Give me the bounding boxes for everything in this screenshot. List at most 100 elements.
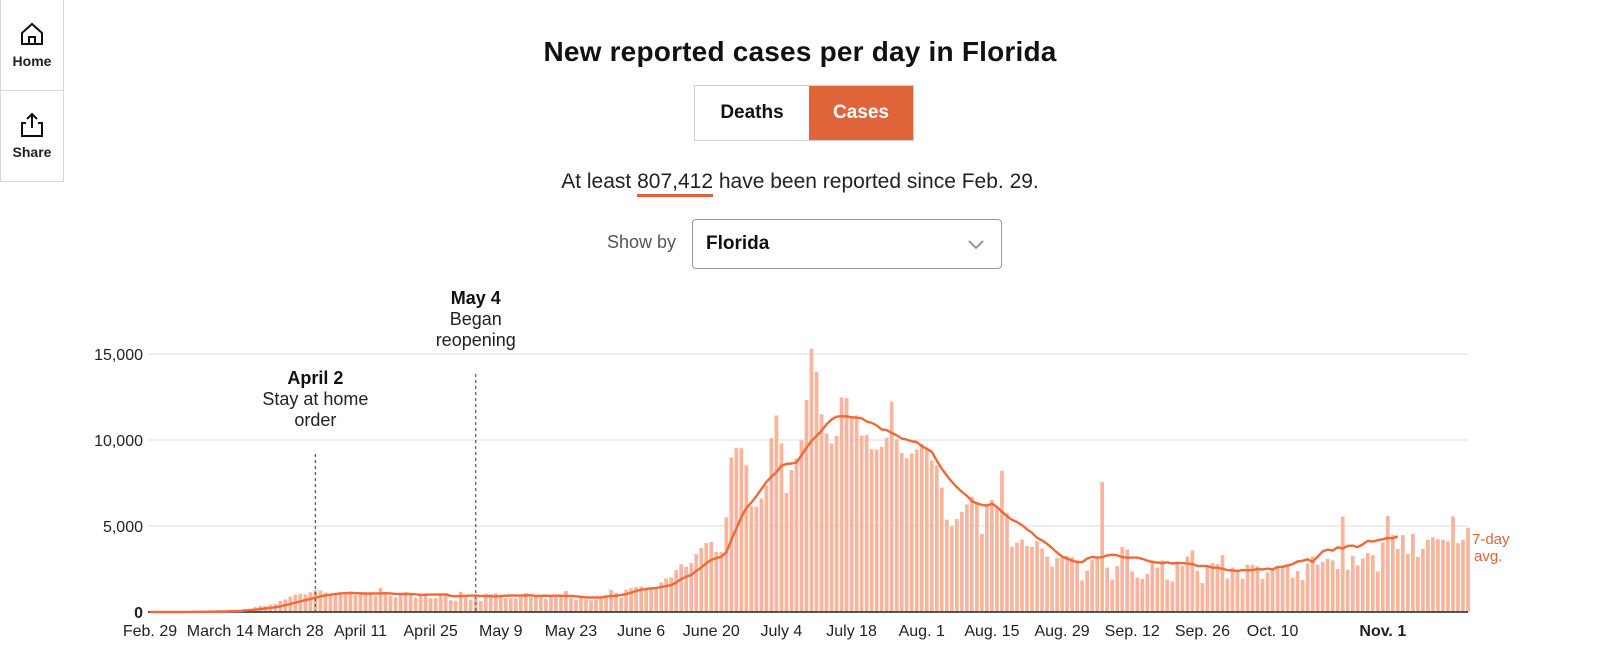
bar xyxy=(534,594,538,612)
bar xyxy=(1040,548,1044,612)
bar xyxy=(1456,543,1460,612)
bar xyxy=(1185,556,1190,612)
x-tick-label: Aug. 29 xyxy=(1034,623,1089,640)
bar xyxy=(523,593,528,612)
cases-tab[interactable]: Cases xyxy=(809,86,913,140)
bar xyxy=(639,586,643,612)
bar xyxy=(1205,567,1210,612)
bar xyxy=(1125,549,1130,612)
bar xyxy=(1451,516,1455,612)
bar xyxy=(649,588,653,612)
bar xyxy=(323,592,328,612)
bar xyxy=(959,511,964,612)
bar xyxy=(393,597,398,612)
bar xyxy=(498,596,503,612)
bar xyxy=(1320,561,1325,612)
bar xyxy=(428,598,433,612)
bar xyxy=(1045,556,1049,612)
bar xyxy=(1466,527,1470,612)
bar xyxy=(884,437,889,612)
bar xyxy=(975,501,979,612)
bar xyxy=(1431,537,1435,612)
summary-text: At least 807,412 have been reported sinc… xyxy=(0,170,1600,197)
bar xyxy=(954,518,959,612)
bar xyxy=(554,594,558,612)
x-tick-label: March 14 xyxy=(187,623,254,640)
bar xyxy=(1235,570,1240,612)
bar xyxy=(1100,482,1105,612)
bar xyxy=(1180,566,1185,612)
bar xyxy=(1350,556,1355,612)
bar xyxy=(789,470,794,612)
bar xyxy=(1060,557,1064,612)
bar xyxy=(949,526,954,612)
bar xyxy=(453,600,458,612)
bar xyxy=(308,592,313,612)
bar xyxy=(1400,535,1405,612)
bar xyxy=(694,554,699,612)
bar xyxy=(423,593,428,612)
bar xyxy=(744,465,749,612)
bar xyxy=(1255,566,1260,612)
home-button[interactable]: Home xyxy=(1,0,63,91)
bar xyxy=(1190,550,1195,612)
bar xyxy=(729,457,734,612)
bar xyxy=(809,348,814,612)
bar xyxy=(764,485,769,612)
bar xyxy=(1355,565,1360,612)
seven-day-avg-line xyxy=(150,415,1399,614)
bar xyxy=(609,589,613,612)
bar xyxy=(313,590,318,612)
annotation-text: reopening xyxy=(436,330,516,350)
y-tick-label: 10,000 xyxy=(94,433,143,450)
bar xyxy=(739,448,744,612)
x-tick-label: Nov. 1 xyxy=(1359,623,1406,640)
bar xyxy=(684,566,689,612)
bar xyxy=(644,589,648,612)
bar xyxy=(1170,581,1175,612)
bar xyxy=(1005,513,1009,612)
bar xyxy=(1225,578,1230,612)
bar xyxy=(754,506,759,612)
bar xyxy=(629,588,633,612)
bar xyxy=(1130,571,1135,612)
bar xyxy=(985,506,989,612)
bar xyxy=(689,562,694,612)
bar xyxy=(1230,567,1235,612)
share-button[interactable]: Share xyxy=(1,91,63,182)
bar xyxy=(1345,569,1350,612)
bar xyxy=(714,551,719,612)
bar xyxy=(664,578,669,612)
bar xyxy=(468,599,473,612)
bar xyxy=(679,564,684,612)
bar xyxy=(483,593,488,612)
bar xyxy=(674,570,679,612)
bar xyxy=(1140,578,1145,612)
region-select[interactable]: Florida xyxy=(692,219,1002,269)
bar xyxy=(1090,560,1095,612)
bar xyxy=(1285,564,1290,612)
x-tick-label: Aug. 15 xyxy=(964,623,1019,640)
bar xyxy=(909,453,914,612)
bar xyxy=(1335,569,1340,612)
bar xyxy=(1300,579,1305,612)
bar xyxy=(1080,580,1084,612)
bar xyxy=(564,591,568,612)
bar xyxy=(980,533,984,612)
x-tick-label: Sep. 26 xyxy=(1175,623,1230,640)
bar xyxy=(1070,557,1074,612)
bar xyxy=(1390,535,1395,612)
bar xyxy=(1265,572,1270,612)
bar xyxy=(458,591,463,612)
bar xyxy=(1085,570,1089,612)
bar xyxy=(298,593,303,612)
bar xyxy=(939,487,944,612)
bar xyxy=(303,594,308,612)
deaths-tab[interactable]: Deaths xyxy=(695,86,809,140)
bar xyxy=(769,438,774,612)
bar xyxy=(1175,563,1180,612)
annotation-date: April 2 xyxy=(287,368,343,388)
bar xyxy=(1025,546,1029,612)
bar xyxy=(373,595,378,612)
x-tick-label: April 25 xyxy=(404,623,458,640)
